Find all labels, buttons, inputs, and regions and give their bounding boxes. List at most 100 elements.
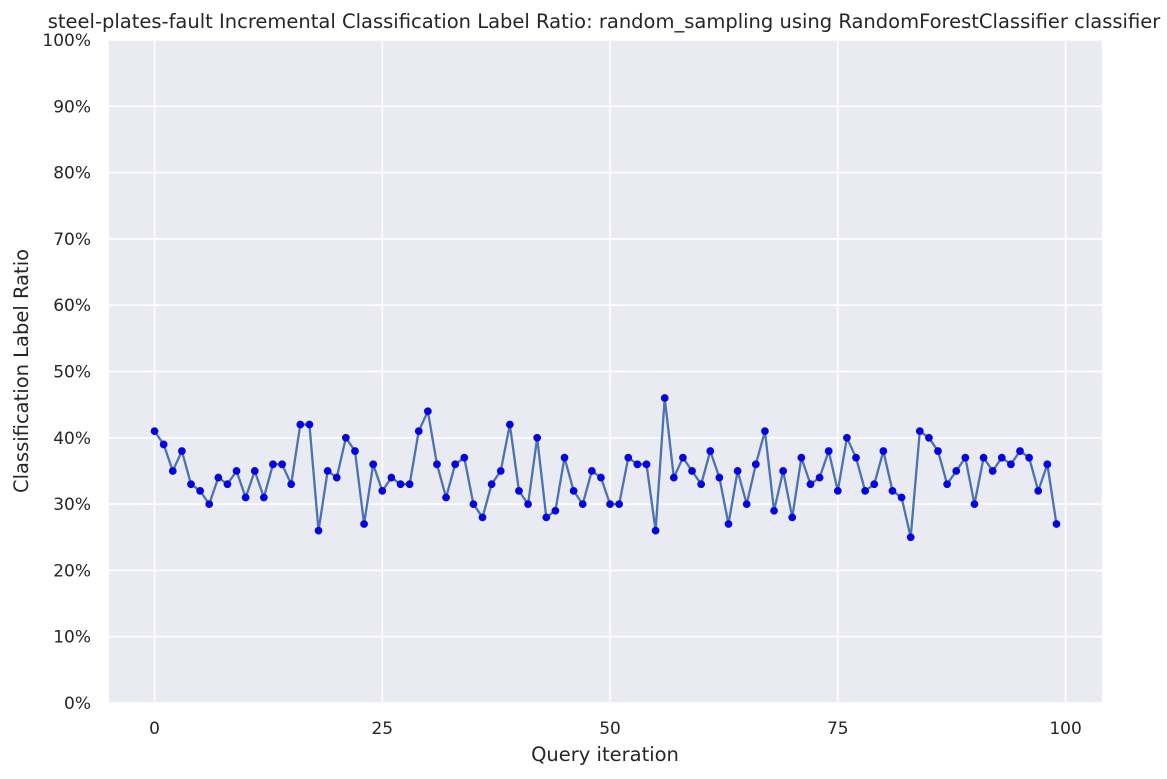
data-point <box>697 480 706 489</box>
data-point <box>405 480 414 489</box>
data-point <box>988 467 997 475</box>
data-point <box>332 473 341 482</box>
data-point <box>770 506 778 515</box>
data-point <box>979 453 988 462</box>
data-point <box>651 526 660 535</box>
data-point <box>433 460 441 469</box>
data-point <box>961 453 970 462</box>
data-point <box>250 467 259 475</box>
data-point <box>797 453 806 462</box>
data-point <box>925 433 933 442</box>
data-point <box>515 486 523 495</box>
data-point <box>305 420 314 429</box>
data-point <box>715 473 724 482</box>
data-point <box>269 460 277 469</box>
data-point <box>578 500 587 508</box>
x-tick-label: 100 <box>1049 719 1081 739</box>
y-tick-label: 30% <box>53 495 91 515</box>
data-point <box>724 520 733 528</box>
data-point <box>423 407 432 416</box>
data-point <box>214 473 223 482</box>
data-point <box>742 500 751 508</box>
y-tick-label: 10% <box>53 628 91 648</box>
ticks: 0% 10% 20% 30% 40% 50% 60% 70% 80% 90% 100% 0 25 50 75… <box>42 31 1081 739</box>
data-point <box>815 473 824 482</box>
data-point <box>560 453 569 462</box>
data-point <box>460 453 469 462</box>
data-point <box>660 394 669 402</box>
data-point <box>624 453 633 462</box>
data-point <box>1006 460 1015 469</box>
data-point <box>915 427 924 436</box>
data-point <box>952 467 961 475</box>
data-point <box>259 493 268 502</box>
data-point <box>369 460 378 469</box>
data-point <box>997 453 1006 462</box>
y-tick-label: 100% <box>42 31 91 51</box>
y-axis-label: Classification Label Ratio <box>10 249 33 493</box>
data-point <box>597 473 605 482</box>
data-point <box>177 447 186 455</box>
data-point <box>196 486 205 495</box>
data-point <box>615 500 624 508</box>
y-tick-label: 70% <box>53 230 91 250</box>
data-point <box>496 467 505 475</box>
data-point <box>551 506 560 515</box>
data-point <box>159 440 168 449</box>
data-point <box>296 420 305 429</box>
data-point <box>414 427 423 436</box>
data-point <box>187 480 195 489</box>
data-point <box>824 447 833 455</box>
x-tick-label: 50 <box>599 719 621 739</box>
series-line <box>153 396 1058 539</box>
data-point <box>396 480 405 489</box>
data-point <box>852 453 860 462</box>
data-point <box>688 467 696 475</box>
y-tick-label: 40% <box>53 429 91 449</box>
data-point <box>1034 486 1043 495</box>
data-point <box>287 480 296 489</box>
data-point <box>378 486 387 495</box>
data-point <box>1052 520 1061 528</box>
data-point <box>861 486 870 495</box>
data-point <box>669 473 678 482</box>
data-point <box>1025 453 1034 462</box>
data-point <box>833 486 842 495</box>
data-point <box>587 467 596 475</box>
data-point <box>487 480 496 489</box>
data-point <box>606 500 614 508</box>
x-tick-label: 0 <box>149 719 160 739</box>
data-point <box>679 453 687 462</box>
data-point <box>478 513 487 522</box>
data-point <box>542 513 551 522</box>
y-tick-label: 90% <box>53 97 91 117</box>
data-point <box>351 447 359 455</box>
series <box>150 394 1061 542</box>
x-tick-label: 25 <box>371 719 393 739</box>
data-point <box>843 433 851 442</box>
grid <box>109 39 1102 704</box>
data-point <box>906 533 915 542</box>
data-point <box>469 500 478 508</box>
y-tick-label: 20% <box>53 561 91 581</box>
data-point <box>934 447 942 455</box>
data-point <box>569 486 578 495</box>
data-point <box>314 526 323 535</box>
data-point <box>387 473 396 482</box>
data-point <box>232 467 241 475</box>
data-point <box>205 500 214 508</box>
data-point <box>168 467 177 475</box>
data-point <box>943 480 952 489</box>
data-point <box>970 500 979 508</box>
data-point <box>761 427 769 436</box>
data-point <box>533 433 542 442</box>
data-point <box>879 447 888 455</box>
data-point <box>241 493 250 502</box>
data-point <box>524 500 532 508</box>
data-point <box>788 513 797 522</box>
data-point <box>451 460 460 469</box>
x-tick-label: 75 <box>827 719 849 739</box>
y-tick-label: 0% <box>64 694 91 714</box>
data-point <box>223 480 232 489</box>
